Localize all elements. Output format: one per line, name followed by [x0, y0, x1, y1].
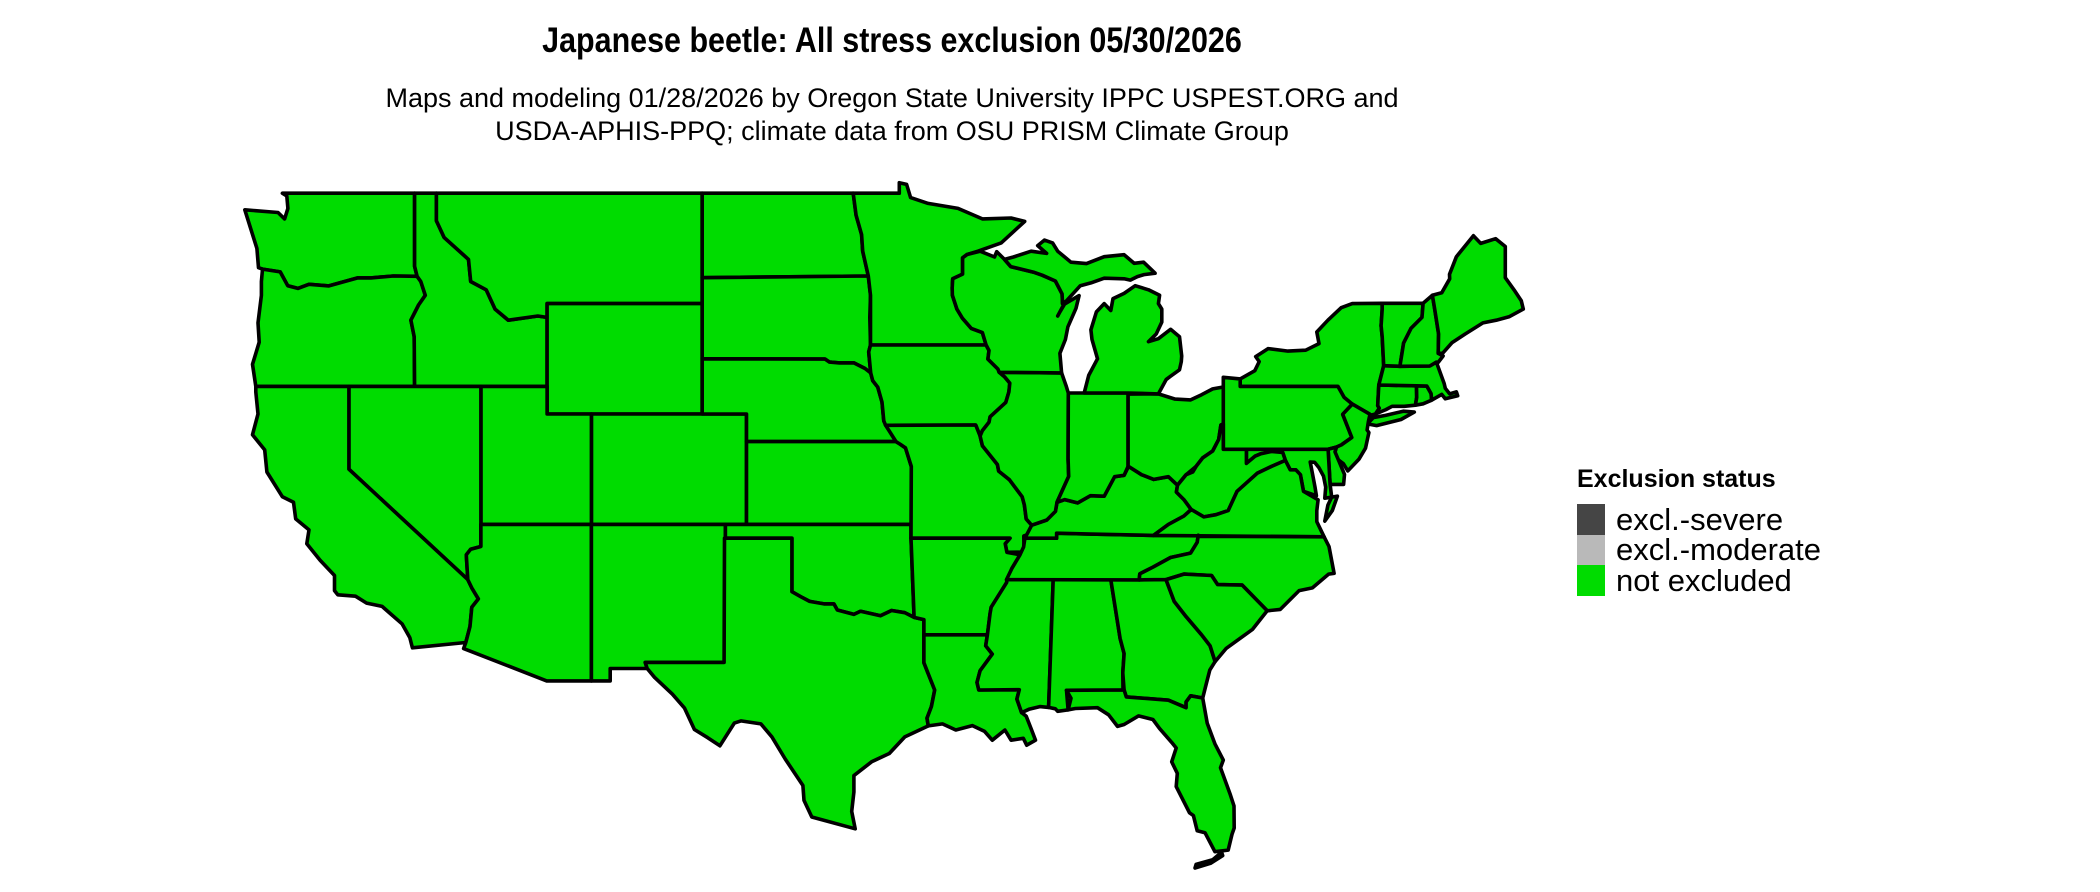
legend-label-excl-moderate: excl.-moderate	[1616, 532, 1822, 568]
state-KS	[744, 439, 914, 527]
state-AZ	[461, 522, 594, 683]
state-CT	[1373, 383, 1419, 416]
legend-swatch-not-excluded	[1577, 565, 1605, 596]
state-NJ	[1332, 402, 1372, 473]
state-OR	[250, 267, 428, 389]
state-VA	[1151, 458, 1340, 539]
legend-item-excl-severe: excl.-severe	[1577, 504, 1821, 535]
state-PA	[1221, 375, 1355, 452]
state-FL	[1064, 688, 1236, 870]
state-WY	[545, 301, 704, 416]
legend-label-not-excluded: not excluded	[1616, 562, 1792, 598]
legend-swatch-excl-severe	[1577, 504, 1605, 535]
page-title: Japanese beetle: All stress exclusion 05…	[542, 21, 1242, 60]
subtitle-line-2: USDA-APHIS-PPQ; climate data from OSU PR…	[495, 116, 1289, 146]
legend-item-not-excluded: not excluded	[1577, 565, 1821, 596]
state-MS	[975, 577, 1055, 715]
state-MI	[1002, 238, 1184, 396]
state-ME	[1430, 233, 1526, 356]
legend-swatch-excl-moderate	[1577, 534, 1605, 565]
state-NM	[589, 522, 728, 683]
legend: Exclusion status excl.-severe excl.-mode…	[1577, 464, 1821, 596]
legend-label-excl-severe: excl.-severe	[1616, 501, 1784, 537]
legend-title: Exclusion status	[1577, 465, 1776, 493]
state-TX	[643, 536, 937, 831]
state-CO	[589, 412, 749, 527]
subtitle: Maps and modeling 01/28/2026 by Oregon S…	[0, 82, 1784, 148]
state-SC	[1164, 572, 1269, 664]
state-ND	[700, 191, 871, 280]
subtitle-line-1: Maps and modeling 01/28/2026 by Oregon S…	[385, 83, 1399, 113]
legend-item-excl-moderate: excl.-moderate	[1577, 532, 1822, 568]
